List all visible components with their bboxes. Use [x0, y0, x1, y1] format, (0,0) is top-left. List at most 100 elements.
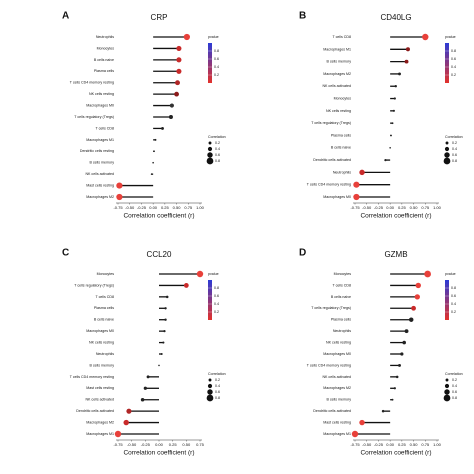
dot — [160, 353, 163, 355]
category-label: Macrophages M0 — [86, 329, 114, 333]
category-label: T cells CD4 memory resting — [307, 183, 351, 187]
colorbar-label: 0.2 — [451, 73, 456, 77]
plot-area — [353, 33, 439, 203]
x-tick-label: 0.50 — [410, 442, 419, 447]
colorbar — [208, 280, 212, 320]
dot — [174, 91, 179, 97]
category-label: T cells regulatory (Tregs) — [74, 283, 114, 287]
x-tick-label: -0.75 — [350, 442, 360, 447]
colorbar — [445, 43, 449, 83]
dot — [393, 97, 396, 100]
size-legend-title: Correlation — [208, 372, 226, 376]
x-axis-title: Correlation coefficient (r) — [360, 450, 431, 457]
category-label: T cells CD4 memory resting — [70, 375, 114, 379]
category-label: Macrophages M0 — [323, 352, 351, 356]
size-label: 0.2 — [215, 141, 220, 145]
category-label: NK cells activated — [322, 375, 351, 379]
size-label: 0.6 — [452, 153, 457, 157]
colorbar-label: 0.4 — [451, 65, 456, 69]
x-tick-label: -0.25 — [374, 205, 384, 210]
dot — [391, 398, 394, 401]
dot — [411, 305, 416, 311]
category-label: Macrophages M1 — [323, 47, 351, 51]
category-label: T cells regulatory (Tregs) — [311, 306, 351, 310]
size-key — [444, 152, 450, 158]
category-label: NK cells activated — [85, 172, 114, 176]
chart-title: GZMB — [384, 250, 407, 259]
category-label: Mast cells resting — [323, 421, 351, 425]
size-key — [207, 383, 213, 389]
size-key — [444, 146, 450, 152]
dot — [152, 161, 154, 164]
category-label: Plasma cells — [94, 69, 114, 73]
size-key — [208, 141, 212, 145]
dot — [390, 134, 392, 137]
colorbar-label: 0.8 — [451, 49, 456, 53]
category-label: B cells naive — [94, 318, 114, 322]
chart-title: CRP — [151, 13, 168, 22]
category-label: Monocytes — [334, 272, 352, 276]
size-label: 0.2 — [452, 378, 457, 382]
x-tick-label: 0.50 — [410, 205, 419, 210]
colorbar-label: 0.4 — [214, 302, 219, 306]
dot — [154, 138, 157, 141]
category-label: Dendritic cells activated — [313, 158, 351, 162]
panel-label: D — [299, 248, 306, 259]
dot — [389, 146, 391, 149]
colorbar — [208, 43, 212, 83]
dot — [395, 375, 399, 379]
size-legend-title: Correlation — [208, 135, 226, 139]
dot — [359, 419, 365, 426]
dot — [183, 33, 190, 41]
size-legend-title: Correlation — [445, 372, 463, 376]
category-label: NK cells resting — [326, 341, 351, 345]
legend-title: pvalue — [208, 272, 219, 276]
dot — [393, 387, 396, 390]
x-tick-label: 0.00 — [386, 442, 395, 447]
category-label: NK cells resting — [89, 92, 114, 96]
x-tick-label: 0.50 — [182, 442, 191, 447]
category-label: B cells memory — [89, 161, 114, 165]
dot — [415, 282, 421, 289]
category-label: B cells memory — [89, 363, 114, 367]
dot — [140, 397, 145, 402]
size-label: 0.4 — [215, 147, 220, 151]
category-label: B cells memory — [326, 60, 351, 64]
colorbar-label: 0.6 — [214, 57, 219, 61]
category-label: Dendritic cells activated — [313, 409, 351, 413]
category-label: Macrophages M0 — [86, 104, 114, 108]
x-tick-label: 0.00 — [149, 205, 158, 210]
category-label: T cells CD4 memory resting — [307, 363, 351, 367]
colorbar-label: 0.2 — [451, 310, 456, 314]
size-label: 0.8 — [452, 396, 457, 400]
size-label: 0.4 — [452, 384, 457, 388]
size-key — [207, 389, 213, 395]
x-tick-label: 0.75 — [421, 205, 430, 210]
category-label: B cells naive — [94, 58, 114, 62]
size-label: 0.8 — [215, 396, 220, 400]
category-label: T cells CD8 — [332, 283, 351, 287]
dot — [183, 283, 189, 288]
x-tick-label: 0.25 — [161, 205, 170, 210]
size-key — [443, 394, 451, 402]
category-label: B cells naive — [331, 295, 351, 299]
category-label: Mast cells resting — [86, 184, 114, 188]
dot — [424, 270, 431, 278]
category-label: T cells regulatory (Tregs) — [74, 115, 114, 119]
dot — [359, 169, 365, 176]
dot — [196, 270, 204, 278]
dot — [163, 330, 166, 333]
dot — [381, 409, 385, 413]
colorbar-label: 0.6 — [451, 294, 456, 298]
category-label: T cells CD8 — [332, 35, 351, 39]
dot — [422, 33, 429, 41]
category-label: Dendritic cells resting — [80, 149, 114, 153]
chart-title: CCL20 — [147, 250, 172, 259]
legend-title: pvalue — [208, 35, 219, 39]
size-label: 0.6 — [215, 153, 220, 157]
size-key — [207, 146, 213, 152]
category-label: Macrophages M2 — [86, 421, 114, 425]
colorbar-label: 0.6 — [451, 57, 456, 61]
x-tick-label: -0.75 — [350, 205, 360, 210]
